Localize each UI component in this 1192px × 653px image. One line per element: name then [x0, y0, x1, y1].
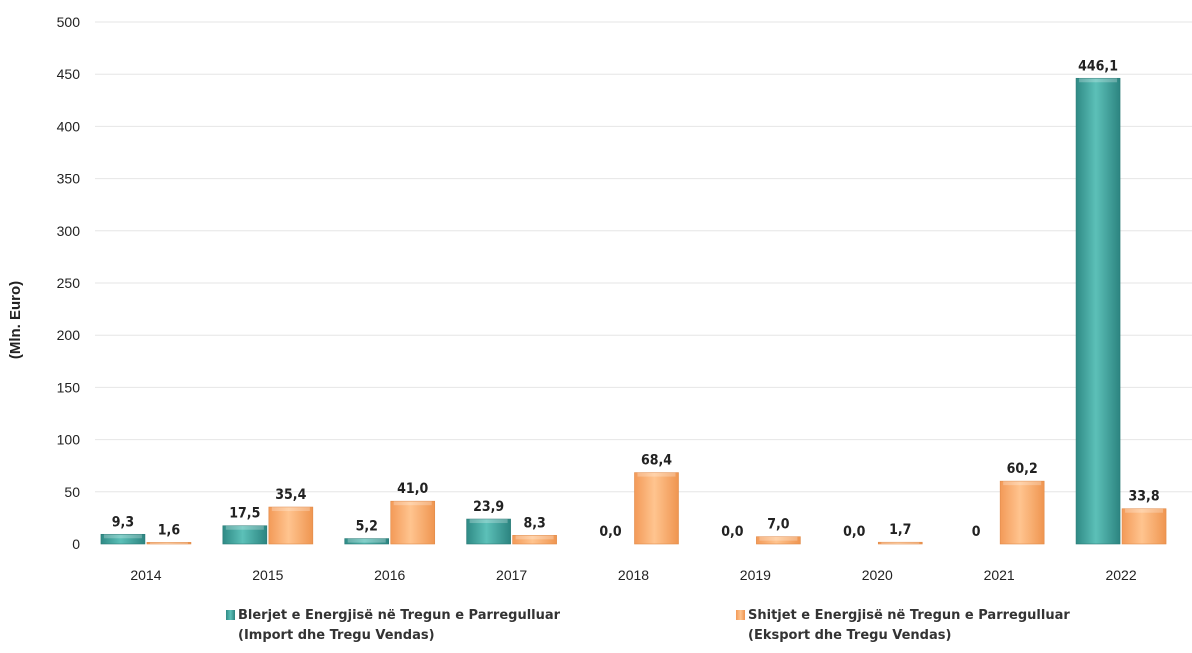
legend-label: Shitjet e Energjisë në Tregun e Parregul…: [748, 608, 1070, 623]
bar-sales-2022: [1121, 508, 1167, 545]
data-label: 23,9: [473, 499, 504, 515]
legend-label: Blerjet e Energjisë në Tregun e Parregul…: [238, 608, 561, 623]
bar-highlight: [515, 535, 554, 540]
bar-sales-2018: [634, 472, 679, 545]
x-tick-label: 2017: [496, 567, 527, 583]
x-tick-label: 2021: [984, 567, 1015, 583]
data-label: 8,3: [523, 515, 545, 531]
bar-purchases-2015: [222, 525, 268, 545]
bar-purchases-2022: [1075, 77, 1121, 545]
data-labels: 9,3 1,6 17,5 35,4 5,2 41,0 23,9 8,3 0,0 68,4 0,0 7,…: [112, 58, 1160, 540]
x-tick-label: 2019: [740, 567, 771, 583]
data-label: 68,4: [641, 453, 672, 469]
y-tick-label: 500: [57, 14, 81, 30]
bar-sales-2020: [877, 541, 923, 545]
y-tick-label: 0: [72, 536, 80, 552]
x-axis-ticks: 2014 2015 2016 2017 2018 2019 2020 2021 2022: [130, 567, 1136, 583]
gridlines: [95, 21, 1192, 493]
bar-highlight: [149, 542, 188, 544]
y-tick-label: 450: [57, 66, 81, 82]
bar-highlight: [759, 536, 798, 541]
x-tick-label: 2018: [618, 567, 649, 583]
x-tick-label: 2016: [374, 567, 405, 583]
bar-sales-2021: [999, 480, 1045, 545]
bar-highlight: [1079, 78, 1118, 83]
data-label: 1,6: [158, 522, 181, 538]
data-label: 33,8: [1129, 489, 1160, 505]
bar-highlight: [347, 538, 386, 543]
bar-highlight: [637, 472, 676, 477]
bar-sales-2019: [756, 536, 801, 545]
data-label: 0,0: [721, 524, 744, 540]
bar-sales-2015: [268, 506, 314, 545]
y-axis-label: (Mln. Euro): [7, 281, 24, 359]
y-tick-label: 100: [57, 432, 81, 448]
y-tick-label: 400: [57, 118, 81, 134]
y-tick-label: 300: [57, 223, 81, 239]
data-label: 0,0: [843, 524, 866, 540]
bar-purchases-2017: [466, 518, 511, 545]
x-tick-label: 2014: [130, 567, 161, 583]
legend-swatch-orange: [736, 610, 745, 620]
bar-sales-2016: [390, 500, 436, 545]
bar-highlight: [393, 501, 432, 506]
bar-highlight: [1003, 481, 1042, 486]
legend-swatch-teal: [226, 610, 235, 620]
y-tick-label: 150: [57, 379, 81, 395]
x-tick-label: 2022: [1105, 567, 1136, 583]
bar-highlight: [225, 525, 264, 530]
bar-highlight: [469, 519, 508, 524]
y-tick-label: 350: [57, 171, 81, 187]
bar-highlight: [1125, 508, 1164, 513]
bar-sales-2017: [512, 535, 557, 545]
x-tick-label: 2020: [862, 567, 893, 583]
data-label: 5,2: [356, 519, 378, 535]
legend-sublabel: (Import dhe Tregu Vendas): [238, 628, 435, 643]
bar-sales-2014: [146, 542, 192, 545]
bar-highlight: [103, 534, 142, 539]
data-label: 9,3: [112, 514, 134, 530]
bar-highlight: [271, 507, 310, 512]
y-tick-label: 250: [57, 275, 81, 291]
data-label: 17,5: [229, 506, 260, 522]
data-label: 60,2: [1007, 461, 1038, 477]
data-label: 0: [972, 524, 981, 540]
data-label: 35,4: [275, 487, 306, 503]
data-label: 7,0: [767, 517, 790, 533]
x-tick-label: 2015: [252, 567, 283, 583]
legend-sublabel: (Eksport dhe Tregu Vendas): [748, 628, 952, 643]
data-label: 1,7: [889, 522, 911, 538]
data-label: 446,1: [1078, 58, 1118, 74]
data-label: 0,0: [599, 524, 622, 540]
y-tick-label: 50: [64, 484, 80, 500]
bar-highlight: [881, 542, 920, 544]
y-tick-label: 200: [57, 327, 81, 343]
bar-purchases-2014: [100, 533, 146, 545]
legend-item-purchases: Blerjet e Energjisë në Tregun e Parregul…: [226, 606, 560, 646]
bars: [100, 77, 1167, 545]
y-axis-ticks: 0 50 100 150 200 250 300 350 400 450 500: [57, 14, 81, 552]
legend-item-sales: Shitjet e Energjisë në Tregun e Parregul…: [736, 606, 1070, 646]
bar-purchases-2016: [344, 538, 390, 545]
data-label: 41,0: [397, 481, 428, 497]
